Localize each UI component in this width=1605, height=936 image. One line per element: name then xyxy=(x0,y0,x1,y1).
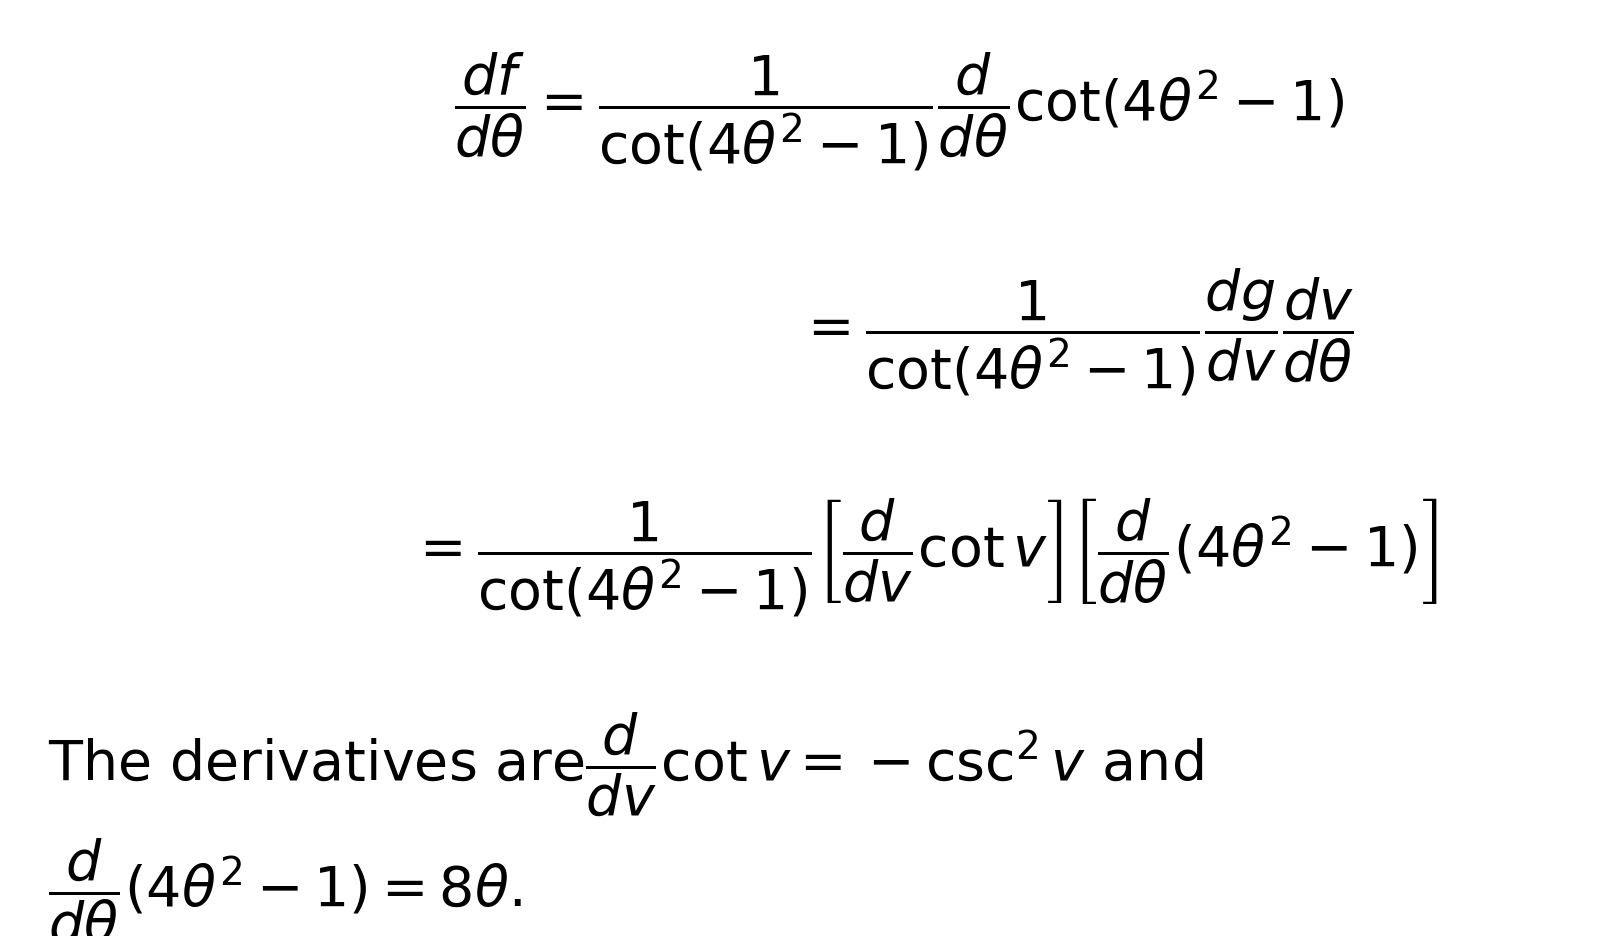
Text: $\mathrm{The\ derivatives\ are}\dfrac{d}{dv} \cot v = -\csc^2 v\ \mathrm{and}$: $\mathrm{The\ derivatives\ are}\dfrac{d}… xyxy=(48,709,1204,817)
Text: $\dfrac{d}{d\theta}(4\theta^2 - 1) = 8\theta.$: $\dfrac{d}{d\theta}(4\theta^2 - 1) = 8\t… xyxy=(48,835,522,936)
Text: $\dfrac{df}{d\theta} = \dfrac{1}{\cot(4\theta^2 - 1)} \dfrac{d}{d\theta} \cot(4\: $\dfrac{df}{d\theta} = \dfrac{1}{\cot(4\… xyxy=(454,51,1343,173)
Text: $= \dfrac{1}{\cot(4\theta^2 - 1)} \left[\dfrac{d}{dv} \cot v\right] \left[\dfrac: $= \dfrac{1}{\cot(4\theta^2 - 1)} \left[… xyxy=(409,496,1436,618)
Text: $= \dfrac{1}{\cot(4\theta^2 - 1)} \dfrac{dg}{dv} \dfrac{dv}{d\theta}$: $= \dfrac{1}{\cot(4\theta^2 - 1)} \dfrac… xyxy=(796,267,1355,398)
